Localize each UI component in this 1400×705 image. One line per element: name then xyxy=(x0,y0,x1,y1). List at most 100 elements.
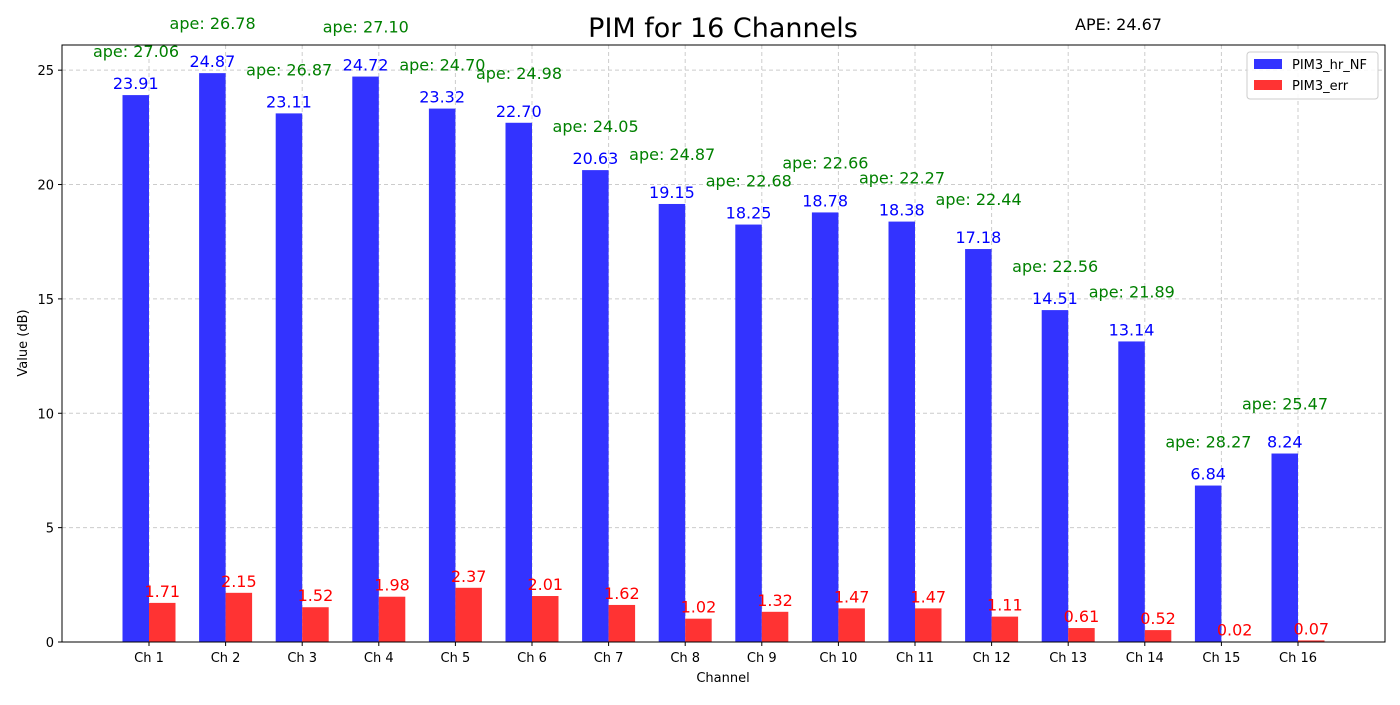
x-tick-label: Ch 11 xyxy=(896,651,934,666)
plot-frame xyxy=(61,44,1386,643)
x-axis-label: Channel xyxy=(696,671,749,686)
bar-pim3-err xyxy=(455,587,482,642)
ape-label: ape: 24.87 xyxy=(629,145,715,164)
bar-pim3-err xyxy=(991,616,1019,642)
bar-pim3-hr-nf xyxy=(735,224,762,642)
bar-pim3-hr-nf xyxy=(1194,485,1222,642)
bar-pim3-err xyxy=(915,608,942,642)
x-tick-label: Ch 15 xyxy=(1202,651,1240,666)
bar-value-label-pim3-hr-nf: 19.15 xyxy=(649,183,695,202)
y-tick-label: 15 xyxy=(37,293,54,308)
ape-label: ape: 27.10 xyxy=(323,18,409,37)
ape-label: ape: 22.44 xyxy=(936,190,1022,209)
y-axis-label: Value (dB) xyxy=(16,309,31,376)
ape-label: ape: 24.70 xyxy=(399,56,485,75)
bar-value-label-pim3-hr-nf: 20.63 xyxy=(572,149,618,168)
ape-label: ape: 24.05 xyxy=(553,117,639,136)
bar-pim3-err xyxy=(225,592,253,642)
bar-pim3-hr-nf xyxy=(888,221,915,642)
bar-value-label-pim3-hr-nf: 18.78 xyxy=(802,191,848,210)
ape-label: ape: 26.78 xyxy=(170,14,256,33)
chart-title: PIM for 16 Channels xyxy=(588,13,858,44)
bar-value-label-pim3-hr-nf: 24.87 xyxy=(189,52,235,71)
x-tick-label: Ch 4 xyxy=(364,651,394,666)
ape-label: ape: 28.27 xyxy=(1165,433,1251,452)
bar-value-label-pim3-err: 1.98 xyxy=(374,576,410,595)
bar-value-label-pim3-hr-nf: 8.24 xyxy=(1267,433,1303,452)
bar-value-label-pim3-hr-nf: 18.25 xyxy=(726,204,772,223)
y-tick-label: 20 xyxy=(37,179,54,194)
data-labels: 23.91 1.71 ape: 27.06 24.87 2.15 ape: 26.78 23… xyxy=(93,14,1329,639)
bar-pim3-hr-nf xyxy=(122,95,149,643)
bar-pim3-err xyxy=(761,611,789,642)
bar-pim3-err xyxy=(838,608,865,642)
bar-pim3-hr-nf xyxy=(965,249,992,643)
x-tick-label: Ch 10 xyxy=(819,651,857,666)
bar-pim3-err xyxy=(378,596,406,642)
bar-pim3-hr-nf xyxy=(1271,453,1298,642)
bar-pim3-err xyxy=(685,618,712,642)
bar-value-label-pim3-err: 2.37 xyxy=(451,567,487,586)
ape-label: ape: 22.68 xyxy=(706,172,792,191)
bar-value-label-pim3-err: 1.11 xyxy=(987,596,1023,615)
bar-pim3-hr-nf xyxy=(199,73,226,643)
bar-value-label-pim3-err: 1.32 xyxy=(757,591,793,610)
bar-value-label-pim3-err: 0.61 xyxy=(1064,607,1100,626)
x-tick-label: Ch 16 xyxy=(1279,651,1317,666)
bar-value-label-pim3-err: 1.62 xyxy=(604,584,640,603)
bar-pim3-hr-nf xyxy=(658,203,686,643)
bar-pim3-hr-nf xyxy=(582,170,609,642)
bar-value-label-pim3-err: 0.07 xyxy=(1293,619,1329,638)
x-tick-label: Ch 13 xyxy=(1049,651,1087,666)
bar-value-label-pim3-hr-nf: 17.18 xyxy=(955,228,1001,247)
bar-value-label-pim3-err: 1.02 xyxy=(681,598,717,617)
ape-label: ape: 25.47 xyxy=(1242,395,1328,414)
x-tick-label: Ch 2 xyxy=(211,651,241,666)
bar-value-label-pim3-hr-nf: 23.91 xyxy=(113,74,159,93)
ape-label: ape: 22.27 xyxy=(859,169,945,188)
legend-swatch xyxy=(1254,80,1282,90)
legend-entry-label: PIM3_hr_NF xyxy=(1292,58,1367,73)
y-tick-label: 10 xyxy=(37,407,54,422)
bar-pim3-hr-nf xyxy=(352,76,379,643)
ape-label: ape: 22.56 xyxy=(1012,257,1098,276)
bar-value-label-pim3-hr-nf: 23.11 xyxy=(266,92,312,111)
x-tick-label: Ch 3 xyxy=(287,651,317,666)
bar-pim3-hr-nf xyxy=(505,122,532,642)
x-tick-label: Ch 6 xyxy=(517,651,547,666)
y-tick-label: 25 xyxy=(37,64,54,79)
ape-label: ape: 26.87 xyxy=(246,60,332,79)
bar-pim3-err xyxy=(149,602,176,642)
bar-value-label-pim3-err: 0.52 xyxy=(1140,609,1176,628)
bar-pim3-err xyxy=(1068,628,1095,642)
ape-label: ape: 22.66 xyxy=(782,153,868,172)
bar-pim3-hr-nf xyxy=(428,108,456,643)
bar-pim3-hr-nf xyxy=(1041,310,1069,642)
x-tick-label: Ch 1 xyxy=(134,651,164,666)
x-tick-label: Ch 8 xyxy=(670,651,700,666)
x-tick-label: Ch 9 xyxy=(747,651,777,666)
bar-value-label-pim3-err: 0.02 xyxy=(1217,621,1253,640)
bar-value-label-pim3-err: 1.47 xyxy=(834,587,870,606)
legend-entry-label: PIM3_err xyxy=(1292,79,1349,94)
bar-value-label-pim3-hr-nf: 22.70 xyxy=(496,102,542,121)
bar-value-label-pim3-err: 1.71 xyxy=(144,582,180,601)
bar-value-label-pim3-err: 1.47 xyxy=(910,587,946,606)
y-tick-label: 5 xyxy=(46,522,54,537)
y-tick-label: 0 xyxy=(46,636,54,651)
x-tick-label: Ch 12 xyxy=(973,651,1011,666)
bar-value-label-pim3-hr-nf: 18.38 xyxy=(879,201,925,220)
x-tick-label: Ch 7 xyxy=(594,651,624,666)
bar-pim3-err xyxy=(302,607,329,642)
bars xyxy=(122,73,1325,643)
ape-label: ape: 21.89 xyxy=(1089,282,1175,301)
bar-value-label-pim3-err: 1.52 xyxy=(298,586,334,605)
bar-pim3-hr-nf xyxy=(811,212,839,642)
ape-total-annotation: APE: 24.67 xyxy=(1075,15,1162,34)
legend-swatch xyxy=(1254,59,1282,69)
bar-value-label-pim3-hr-nf: 6.84 xyxy=(1190,465,1226,484)
bar-value-label-pim3-hr-nf: 13.14 xyxy=(1109,320,1155,339)
